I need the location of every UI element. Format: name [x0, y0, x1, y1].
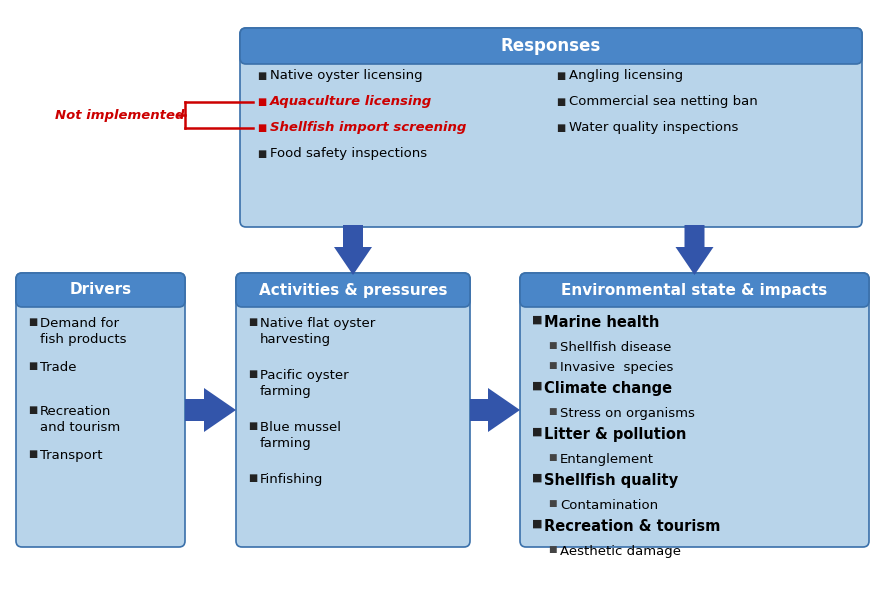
Text: Marine health: Marine health [544, 315, 659, 330]
Text: ■: ■ [532, 381, 543, 391]
Text: ■: ■ [556, 123, 566, 133]
Text: ■: ■ [248, 369, 258, 379]
Text: Climate change: Climate change [544, 381, 672, 396]
Text: Shellfish disease: Shellfish disease [560, 341, 672, 354]
FancyBboxPatch shape [240, 28, 862, 227]
Text: ■: ■ [556, 71, 566, 81]
Polygon shape [185, 388, 236, 432]
FancyBboxPatch shape [240, 28, 862, 64]
FancyBboxPatch shape [520, 273, 869, 547]
Polygon shape [334, 225, 372, 275]
Polygon shape [675, 225, 713, 275]
Text: Responses: Responses [501, 37, 601, 55]
Polygon shape [470, 388, 520, 432]
FancyBboxPatch shape [236, 273, 470, 307]
Text: ■: ■ [548, 545, 557, 554]
Text: ■: ■ [548, 361, 557, 370]
FancyBboxPatch shape [520, 273, 869, 307]
FancyBboxPatch shape [16, 273, 185, 307]
FancyBboxPatch shape [16, 273, 185, 547]
Text: ■: ■ [548, 341, 557, 350]
Text: Food safety inspections: Food safety inspections [270, 148, 427, 160]
Text: Aesthetic damage: Aesthetic damage [560, 545, 681, 558]
Text: Entanglement: Entanglement [560, 453, 654, 466]
Text: ■: ■ [28, 361, 37, 371]
Text: ■: ■ [532, 315, 543, 325]
Text: Shellfish quality: Shellfish quality [544, 473, 678, 488]
Text: Drivers: Drivers [69, 283, 132, 298]
Text: ■: ■ [28, 317, 37, 327]
Text: Not implemented: Not implemented [55, 108, 184, 122]
Text: ■: ■ [548, 453, 557, 462]
Text: ■: ■ [257, 123, 266, 133]
Text: Blue mussel
farming: Blue mussel farming [260, 421, 341, 450]
Text: Commercial sea netting ban: Commercial sea netting ban [569, 96, 758, 108]
Text: ■: ■ [548, 407, 557, 416]
Text: Water quality inspections: Water quality inspections [569, 122, 738, 134]
Text: Native oyster licensing: Native oyster licensing [270, 70, 423, 82]
Text: ■: ■ [248, 317, 258, 327]
Text: Finfishing: Finfishing [260, 473, 323, 486]
Text: ■: ■ [532, 427, 543, 437]
Text: Transport: Transport [40, 449, 103, 462]
Text: ■: ■ [248, 473, 258, 483]
Text: ■: ■ [548, 499, 557, 508]
Text: Stress on organisms: Stress on organisms [560, 407, 695, 420]
Text: Shellfish import screening: Shellfish import screening [270, 122, 466, 134]
Text: Demand for
fish products: Demand for fish products [40, 317, 127, 346]
Text: Recreation & tourism: Recreation & tourism [544, 519, 720, 534]
Text: ■: ■ [28, 405, 37, 415]
Text: Invasive  species: Invasive species [560, 361, 673, 374]
Text: ■: ■ [257, 71, 266, 81]
Text: ■: ■ [556, 97, 566, 107]
Text: ■: ■ [257, 149, 266, 159]
Text: ■: ■ [28, 449, 37, 459]
Text: Environmental state & impacts: Environmental state & impacts [561, 283, 827, 298]
Text: Activities & pressures: Activities & pressures [258, 283, 447, 298]
Text: Native flat oyster
harvesting: Native flat oyster harvesting [260, 317, 375, 346]
FancyBboxPatch shape [236, 273, 470, 547]
Text: Aquaculture licensing: Aquaculture licensing [270, 96, 432, 108]
Text: Pacific oyster
farming: Pacific oyster farming [260, 369, 349, 398]
Text: Trade: Trade [40, 361, 76, 374]
Text: ■: ■ [532, 473, 543, 483]
Text: ■: ■ [532, 519, 543, 529]
Text: Litter & pollution: Litter & pollution [544, 427, 687, 442]
Text: Contamination: Contamination [560, 499, 658, 512]
Text: Recreation
and tourism: Recreation and tourism [40, 405, 120, 434]
Text: ■: ■ [257, 97, 266, 107]
Text: Angling licensing: Angling licensing [569, 70, 683, 82]
Text: ■: ■ [248, 421, 258, 431]
